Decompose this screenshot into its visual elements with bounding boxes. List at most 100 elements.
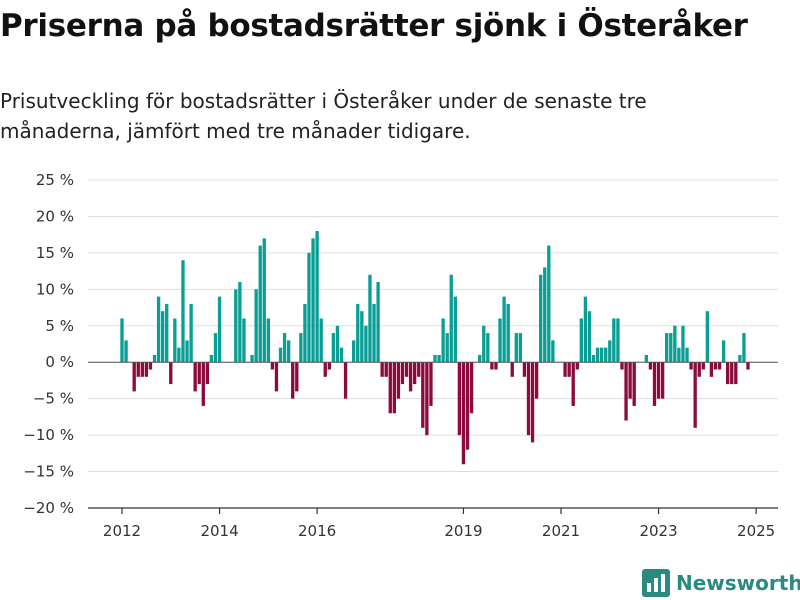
bar xyxy=(404,362,409,377)
bar xyxy=(713,362,718,370)
bar xyxy=(356,303,360,363)
bar xyxy=(669,333,673,363)
bar xyxy=(717,362,722,370)
bar xyxy=(514,333,518,363)
bar xyxy=(457,362,462,436)
y-tick-label: 20 % xyxy=(36,207,74,225)
bar xyxy=(193,362,197,392)
bar xyxy=(701,362,705,370)
bar xyxy=(600,347,604,363)
bar xyxy=(494,362,498,370)
bar xyxy=(693,362,697,428)
bar xyxy=(746,362,750,370)
bar xyxy=(530,362,535,443)
bar xyxy=(498,318,502,363)
bar xyxy=(583,296,588,363)
bar xyxy=(209,354,214,363)
bar xyxy=(591,354,596,363)
bar xyxy=(648,362,653,370)
x-tick-label: 2025 xyxy=(737,522,775,540)
bar xyxy=(234,289,238,363)
bar xyxy=(742,333,746,363)
bar xyxy=(152,354,157,363)
bar xyxy=(433,354,437,363)
bar xyxy=(461,362,466,465)
bar xyxy=(132,362,136,392)
bar xyxy=(624,362,628,421)
bar xyxy=(140,362,144,377)
bar xyxy=(656,362,661,399)
bar xyxy=(217,296,222,363)
bar xyxy=(612,318,616,363)
bar xyxy=(628,362,632,399)
bar xyxy=(262,238,266,363)
bar xyxy=(652,362,657,406)
bar xyxy=(197,362,201,385)
y-tick-label: 15 % xyxy=(36,244,74,262)
bar xyxy=(453,296,457,363)
last-value-annotation: −1 % xyxy=(743,160,784,164)
bar xyxy=(266,318,270,363)
bar xyxy=(575,362,579,370)
bar xyxy=(278,347,283,363)
bar xyxy=(441,318,445,363)
newsworthy-logo-icon xyxy=(642,569,670,597)
y-tick-label: 5 % xyxy=(45,317,74,335)
bar xyxy=(282,333,287,363)
bar xyxy=(156,296,161,363)
bar xyxy=(201,362,205,406)
x-tick-label: 2012 xyxy=(103,522,141,540)
bar xyxy=(384,362,388,377)
bar xyxy=(543,267,547,363)
bar xyxy=(677,347,681,363)
bar xyxy=(563,362,567,377)
bar xyxy=(526,362,531,436)
bar xyxy=(270,362,275,370)
bar xyxy=(352,340,356,363)
bar xyxy=(608,340,612,363)
bar xyxy=(185,340,189,363)
bar xyxy=(579,318,583,363)
bar xyxy=(616,318,620,363)
bar xyxy=(242,318,246,363)
x-tick-label: 2014 xyxy=(200,522,238,540)
y-tick-label: −20 % xyxy=(23,499,74,517)
bar xyxy=(295,362,299,392)
bar xyxy=(429,362,433,406)
bar xyxy=(323,362,327,377)
y-tick-label: −10 % xyxy=(23,426,74,444)
bar xyxy=(311,238,315,363)
bar xyxy=(644,354,649,363)
x-tick-label: 2019 xyxy=(444,522,482,540)
bar xyxy=(376,282,380,363)
bar xyxy=(502,296,506,363)
bar xyxy=(506,303,510,363)
bar xyxy=(343,362,348,399)
bar xyxy=(189,303,193,363)
y-tick-label: 25 % xyxy=(36,171,74,189)
bar xyxy=(660,362,665,399)
chart-title: Priserna på bostadsrätter sjönk i Österå… xyxy=(0,8,748,44)
bar xyxy=(534,362,539,399)
bar xyxy=(437,354,441,363)
x-tick-label: 2023 xyxy=(639,522,677,540)
bar xyxy=(469,362,474,414)
bar xyxy=(510,362,514,377)
bar xyxy=(160,311,165,363)
bar xyxy=(392,362,397,414)
brand-name: Newsworthy xyxy=(676,571,800,595)
bar xyxy=(421,362,425,428)
bar xyxy=(425,362,429,436)
bar xyxy=(299,333,303,363)
bar xyxy=(490,362,494,370)
bar xyxy=(372,303,376,363)
bar xyxy=(274,362,279,392)
bar xyxy=(331,333,336,363)
bar xyxy=(547,245,551,363)
bar xyxy=(478,354,482,363)
bar xyxy=(148,362,153,370)
bar xyxy=(486,333,490,363)
bar xyxy=(238,282,242,363)
bar xyxy=(396,362,401,399)
bar xyxy=(364,325,368,363)
